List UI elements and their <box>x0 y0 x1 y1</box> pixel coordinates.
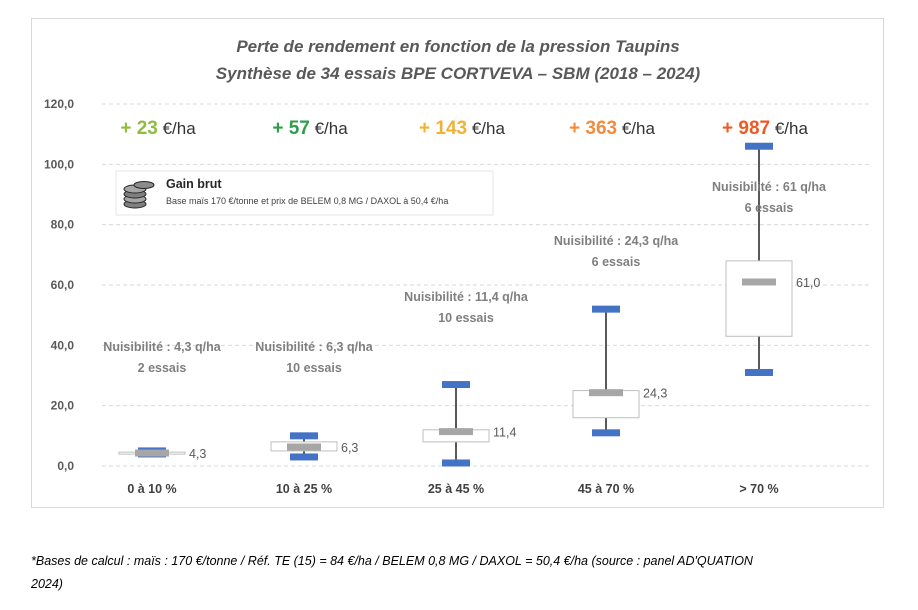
legend-title: Gain brut <box>166 177 222 191</box>
x-category-label: 25 à 45 % <box>428 482 484 496</box>
box-plot-item: 24,3 <box>572 305 667 437</box>
essais-count-label: 6 essais <box>745 201 794 215</box>
essais-count-label: 10 essais <box>286 361 342 375</box>
y-tick-label: 60,0 <box>51 278 75 292</box>
median-value-label: 6,3 <box>341 441 358 455</box>
x-category-label: > 70 % <box>739 482 778 496</box>
median-value-label: 11,4 <box>493 426 516 440</box>
median-value-label: 4,3 <box>189 447 206 461</box>
chart-title: Perte de rendement en fonction de la pre… <box>236 37 679 56</box>
median-value-label: 24,3 <box>643 387 667 401</box>
gain-label: + 363 €/ha <box>569 118 655 139</box>
y-axis-ticks: 0,0 20,0 40,0 60,0 80,0 100,0 120,0 <box>44 97 74 473</box>
essais-count-label: 10 essais <box>438 311 494 325</box>
chart-frame: Perte de rendement en fonction de la pre… <box>31 18 884 508</box>
footnote: *Bases de calcul : maïs : 170 €/tonne / … <box>31 550 891 596</box>
whisker-cap-max <box>442 381 470 389</box>
gain-label: + 143 €/ha <box>419 118 505 139</box>
whisker-cap-max <box>592 305 620 313</box>
median-bar <box>589 389 623 397</box>
gain-value: + 57 <box>272 118 310 139</box>
whisker-cap-min <box>290 453 318 461</box>
grid-lines <box>102 103 872 467</box>
y-tick-label: 100,0 <box>44 157 74 171</box>
gain-unit: €/ha <box>770 119 808 138</box>
median-bar <box>439 428 473 436</box>
gain-label: + 57 €/ha <box>272 118 348 139</box>
gain-label: + 23 €/ha <box>120 118 196 139</box>
box-plot-item: 4,3 <box>118 447 206 461</box>
gain-labels: + 23 €/ha + 57 €/ha + 143 €/ha + 363 €/ha + … <box>120 118 808 139</box>
whisker-cap-min <box>442 459 470 467</box>
box-plot-item: 6,3 <box>270 432 358 461</box>
nuisibilite-label: Nuisibilité : 11,4 q/ha <box>404 290 529 304</box>
x-category-label: 45 à 70 % <box>578 482 634 496</box>
box-rect <box>725 260 793 337</box>
chart-subtitle: Synthèse de 34 essais BPE CORTVEVA – SBM… <box>216 64 701 83</box>
x-axis-categories: 0 à 10 % 10 à 25 % 25 à 45 % 45 à 70 % > 70 … <box>127 482 778 496</box>
x-category-label: 0 à 10 % <box>127 482 176 496</box>
nuisibilite-label: Nuisibilité : 6,3 q/ha <box>255 340 373 354</box>
box-plot-item: 11,4 <box>422 381 516 467</box>
gain-unit: €/ha <box>617 119 655 138</box>
y-tick-label: 0,0 <box>57 459 74 473</box>
essais-count-label: 6 essais <box>592 255 641 269</box>
footnote-line-2: 2024) <box>31 577 63 591</box>
gain-label: + 987 €/ha <box>722 118 808 139</box>
footnote-line-1: *Bases de calcul : maïs : 170 €/tonne / … <box>31 554 753 568</box>
gain-value: + 363 <box>569 118 617 139</box>
gain-value: + 23 <box>120 118 158 139</box>
gain-unit: €/ha <box>310 119 348 138</box>
box-plot-item: 61,0 <box>725 142 820 376</box>
whisker-cap-min <box>592 429 620 437</box>
y-tick-label: 20,0 <box>51 399 75 413</box>
nuisibilite-label: Nuisibilité : 61 q/ha <box>712 180 827 194</box>
median-bar <box>287 443 321 451</box>
y-tick-label: 40,0 <box>51 338 75 352</box>
whisker-cap-max <box>290 432 318 440</box>
median-value-label: 61,0 <box>796 276 820 290</box>
x-category-label: 10 à 25 % <box>276 482 332 496</box>
median-bar <box>742 278 776 286</box>
essais-count-label: 2 essais <box>138 361 187 375</box>
nuisibilite-label: Nuisibilité : 4,3 q/ha <box>103 340 221 354</box>
y-tick-label: 80,0 <box>51 218 75 232</box>
y-tick-label: 120,0 <box>44 97 74 111</box>
nuisibilite-label: Nuisibilité : 24,3 q/ha <box>554 234 679 248</box>
legend-box: Gain brut Base maïs 170 €/tonne et prix … <box>115 170 494 216</box>
boxes-layer: 4,3 6,3 11,4 24,3 61,0 <box>118 142 820 467</box>
gain-unit: €/ha <box>158 119 196 138</box>
nuisibilite-labels: Nuisibilité : 4,3 q/ha 2 essais Nuisibilit… <box>103 180 827 375</box>
gain-value: + 987 <box>722 118 770 139</box>
whisker-cap-max <box>745 142 773 150</box>
coins-stack-icon <box>123 181 155 209</box>
median-bar <box>135 449 169 457</box>
box-plot-chart: Perte de rendement en fonction de la pre… <box>44 37 872 496</box>
gain-value: + 143 <box>419 118 467 139</box>
whisker-cap-min <box>745 368 773 376</box>
legend-subtitle: Base maïs 170 €/tonne et prix de BELEM 0… <box>166 196 448 206</box>
gain-unit: €/ha <box>467 119 505 138</box>
